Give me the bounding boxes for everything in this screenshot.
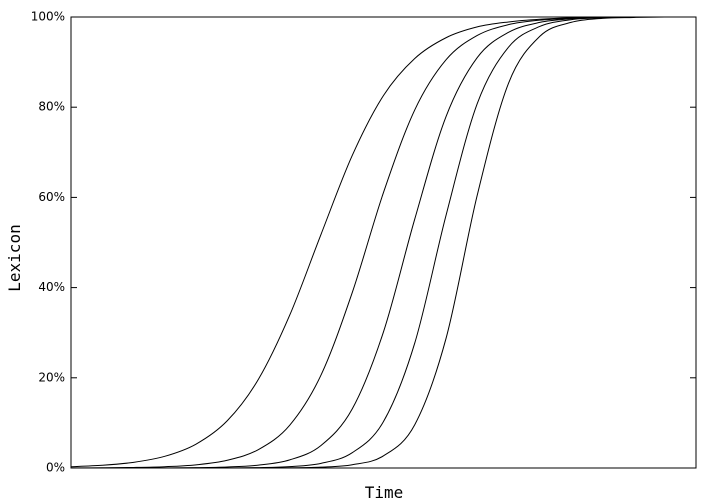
y-tick-label: 100%: [31, 10, 65, 24]
y-tick-label: 60%: [38, 190, 65, 204]
y-tick-label: 0%: [46, 461, 65, 475]
y-tick-label: 80%: [38, 100, 65, 114]
y-axis-label: Lexicon: [5, 224, 24, 291]
x-axis-label: Time: [365, 483, 404, 502]
y-tick-label: 40%: [38, 280, 65, 294]
y-tick-label: 20%: [38, 370, 65, 384]
plot-frame: [70, 16, 697, 469]
